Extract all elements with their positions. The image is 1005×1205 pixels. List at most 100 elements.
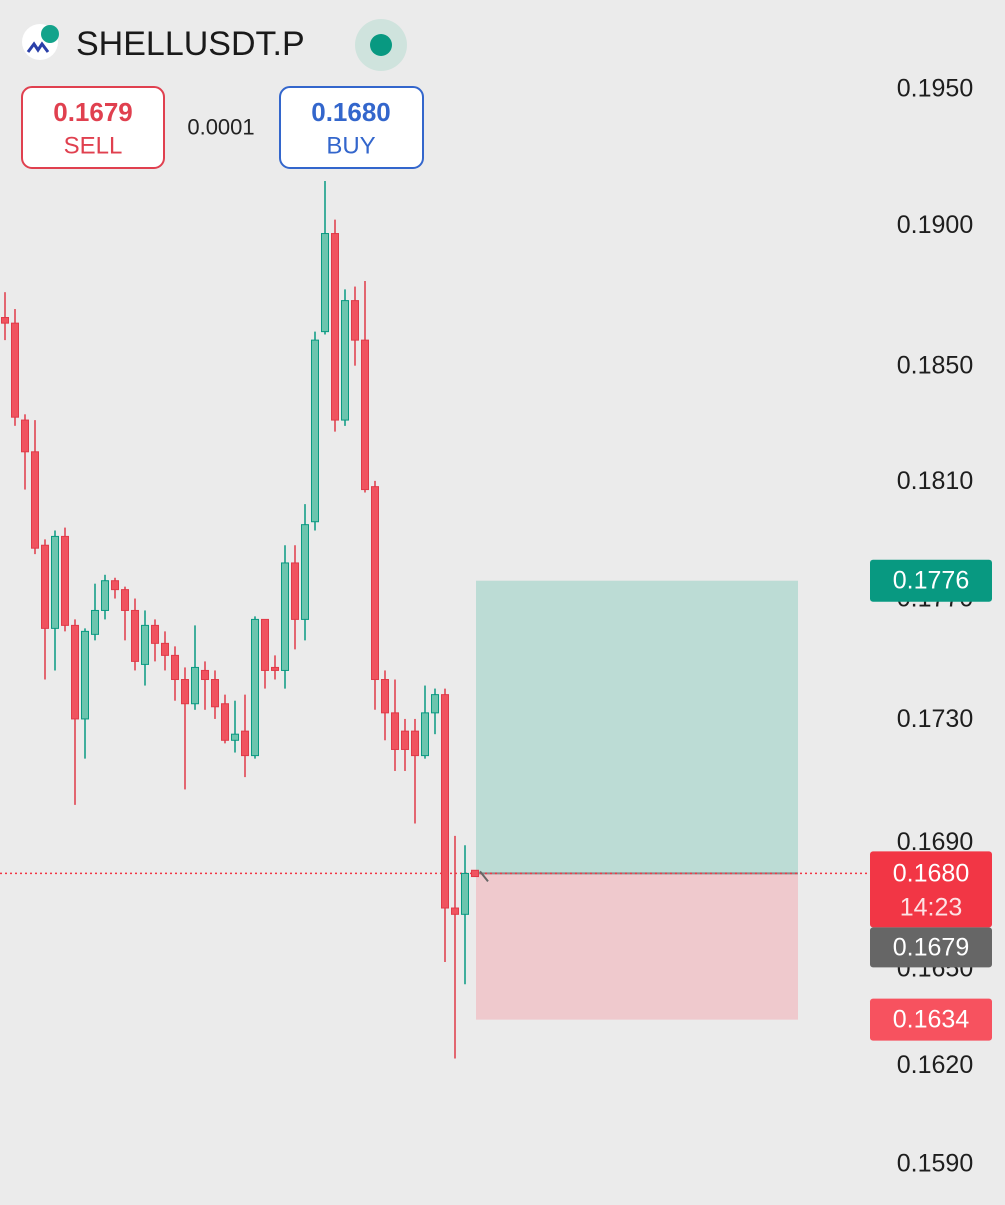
candle — [201, 661, 209, 710]
y-tick-label: 0.1730 — [897, 705, 973, 733]
candle-body — [31, 451, 39, 549]
candle-body — [151, 624, 159, 644]
candle — [191, 625, 199, 710]
candle-body — [71, 624, 79, 720]
candle — [331, 219, 339, 432]
y-tick-label: 0.1850 — [897, 352, 973, 380]
candle-body — [411, 730, 419, 757]
candle — [431, 688, 439, 735]
candle-body — [101, 580, 109, 611]
y-tick-label: 0.1620 — [897, 1051, 973, 1079]
candle — [111, 577, 119, 599]
candle-body — [91, 609, 99, 635]
sell-button[interactable]: 0.1679 SELL — [21, 86, 165, 169]
current-price-label: 0.1680 — [893, 859, 969, 887]
candle-body — [131, 609, 139, 662]
candle — [1, 292, 9, 341]
candle — [81, 628, 89, 759]
candle-body — [321, 233, 329, 333]
candle — [51, 530, 59, 671]
y-tick-label: 0.1590 — [897, 1149, 973, 1177]
spread: 0.0001 — [187, 115, 254, 140]
candle — [381, 670, 389, 741]
candle-body — [261, 618, 269, 671]
candle-body — [21, 419, 29, 453]
candle-body — [371, 486, 379, 681]
bid-price-label: 0.1679 — [893, 933, 969, 961]
candle — [391, 679, 399, 771]
candle-body — [191, 666, 199, 705]
buy-label: BUY — [326, 133, 375, 160]
candle — [421, 685, 429, 759]
candle-body — [211, 679, 219, 708]
candle — [31, 420, 39, 555]
candle — [401, 718, 409, 771]
stop-loss-zone — [476, 873, 798, 1020]
candle-body — [421, 712, 429, 757]
candle — [261, 618, 269, 689]
candle — [301, 504, 309, 641]
symbol-logo — [22, 24, 59, 60]
candle — [251, 616, 259, 759]
candle-body — [291, 562, 299, 620]
candle — [61, 527, 69, 632]
candle-body — [41, 544, 49, 629]
candle — [441, 688, 449, 962]
candle — [341, 289, 349, 426]
candle-body — [111, 580, 119, 591]
candle-body — [171, 654, 179, 681]
candle-body — [391, 712, 399, 750]
candle-body — [401, 730, 409, 750]
candle-body — [1, 317, 9, 324]
candle-body — [271, 666, 279, 671]
candle-body — [231, 733, 239, 741]
candle — [321, 181, 329, 335]
sell-price: 0.1679 — [53, 97, 133, 127]
candle-body — [381, 679, 389, 714]
candle-body — [311, 339, 319, 523]
candle-body — [11, 322, 19, 418]
candle — [151, 619, 159, 662]
y-tick-label: 0.1810 — [897, 467, 973, 495]
candle — [161, 631, 169, 671]
candle-body — [471, 869, 479, 878]
candle-body — [141, 624, 149, 665]
candle — [311, 331, 319, 531]
candle-body — [431, 694, 439, 714]
candle — [101, 574, 109, 620]
candle — [211, 670, 219, 719]
candle-body — [301, 524, 309, 620]
candle — [351, 286, 359, 366]
candle — [361, 280, 369, 493]
buy-button[interactable]: 0.1680 BUY — [279, 86, 424, 169]
candle-body — [351, 300, 359, 341]
candle-body — [331, 233, 339, 421]
candle-body — [61, 535, 69, 626]
stop-loss-badge — [870, 998, 992, 1041]
sell-label: SELL — [64, 133, 123, 160]
symbol[interactable]: SHELLUSDT.P — [76, 25, 305, 63]
candle-body — [161, 642, 169, 656]
y-tick-label: 0.1950 — [897, 74, 973, 102]
take-profit-badge — [870, 559, 992, 602]
candle-body — [121, 589, 129, 611]
position-handle — [479, 870, 489, 883]
candle-body — [461, 872, 469, 915]
candle — [471, 869, 479, 878]
candle-body — [201, 669, 209, 681]
candle-body — [251, 618, 259, 757]
candle — [371, 480, 379, 710]
candle — [41, 539, 49, 680]
candle — [221, 694, 229, 744]
y-tick-label: 0.1900 — [897, 211, 973, 239]
candle — [461, 845, 469, 985]
candle — [231, 700, 239, 753]
candle-body — [341, 300, 349, 421]
candle — [241, 694, 249, 778]
candle — [181, 667, 189, 790]
take-profit-badge-label: 0.1776 — [893, 567, 969, 595]
candle — [131, 598, 139, 671]
candle — [141, 610, 149, 686]
candle-body — [441, 694, 449, 909]
